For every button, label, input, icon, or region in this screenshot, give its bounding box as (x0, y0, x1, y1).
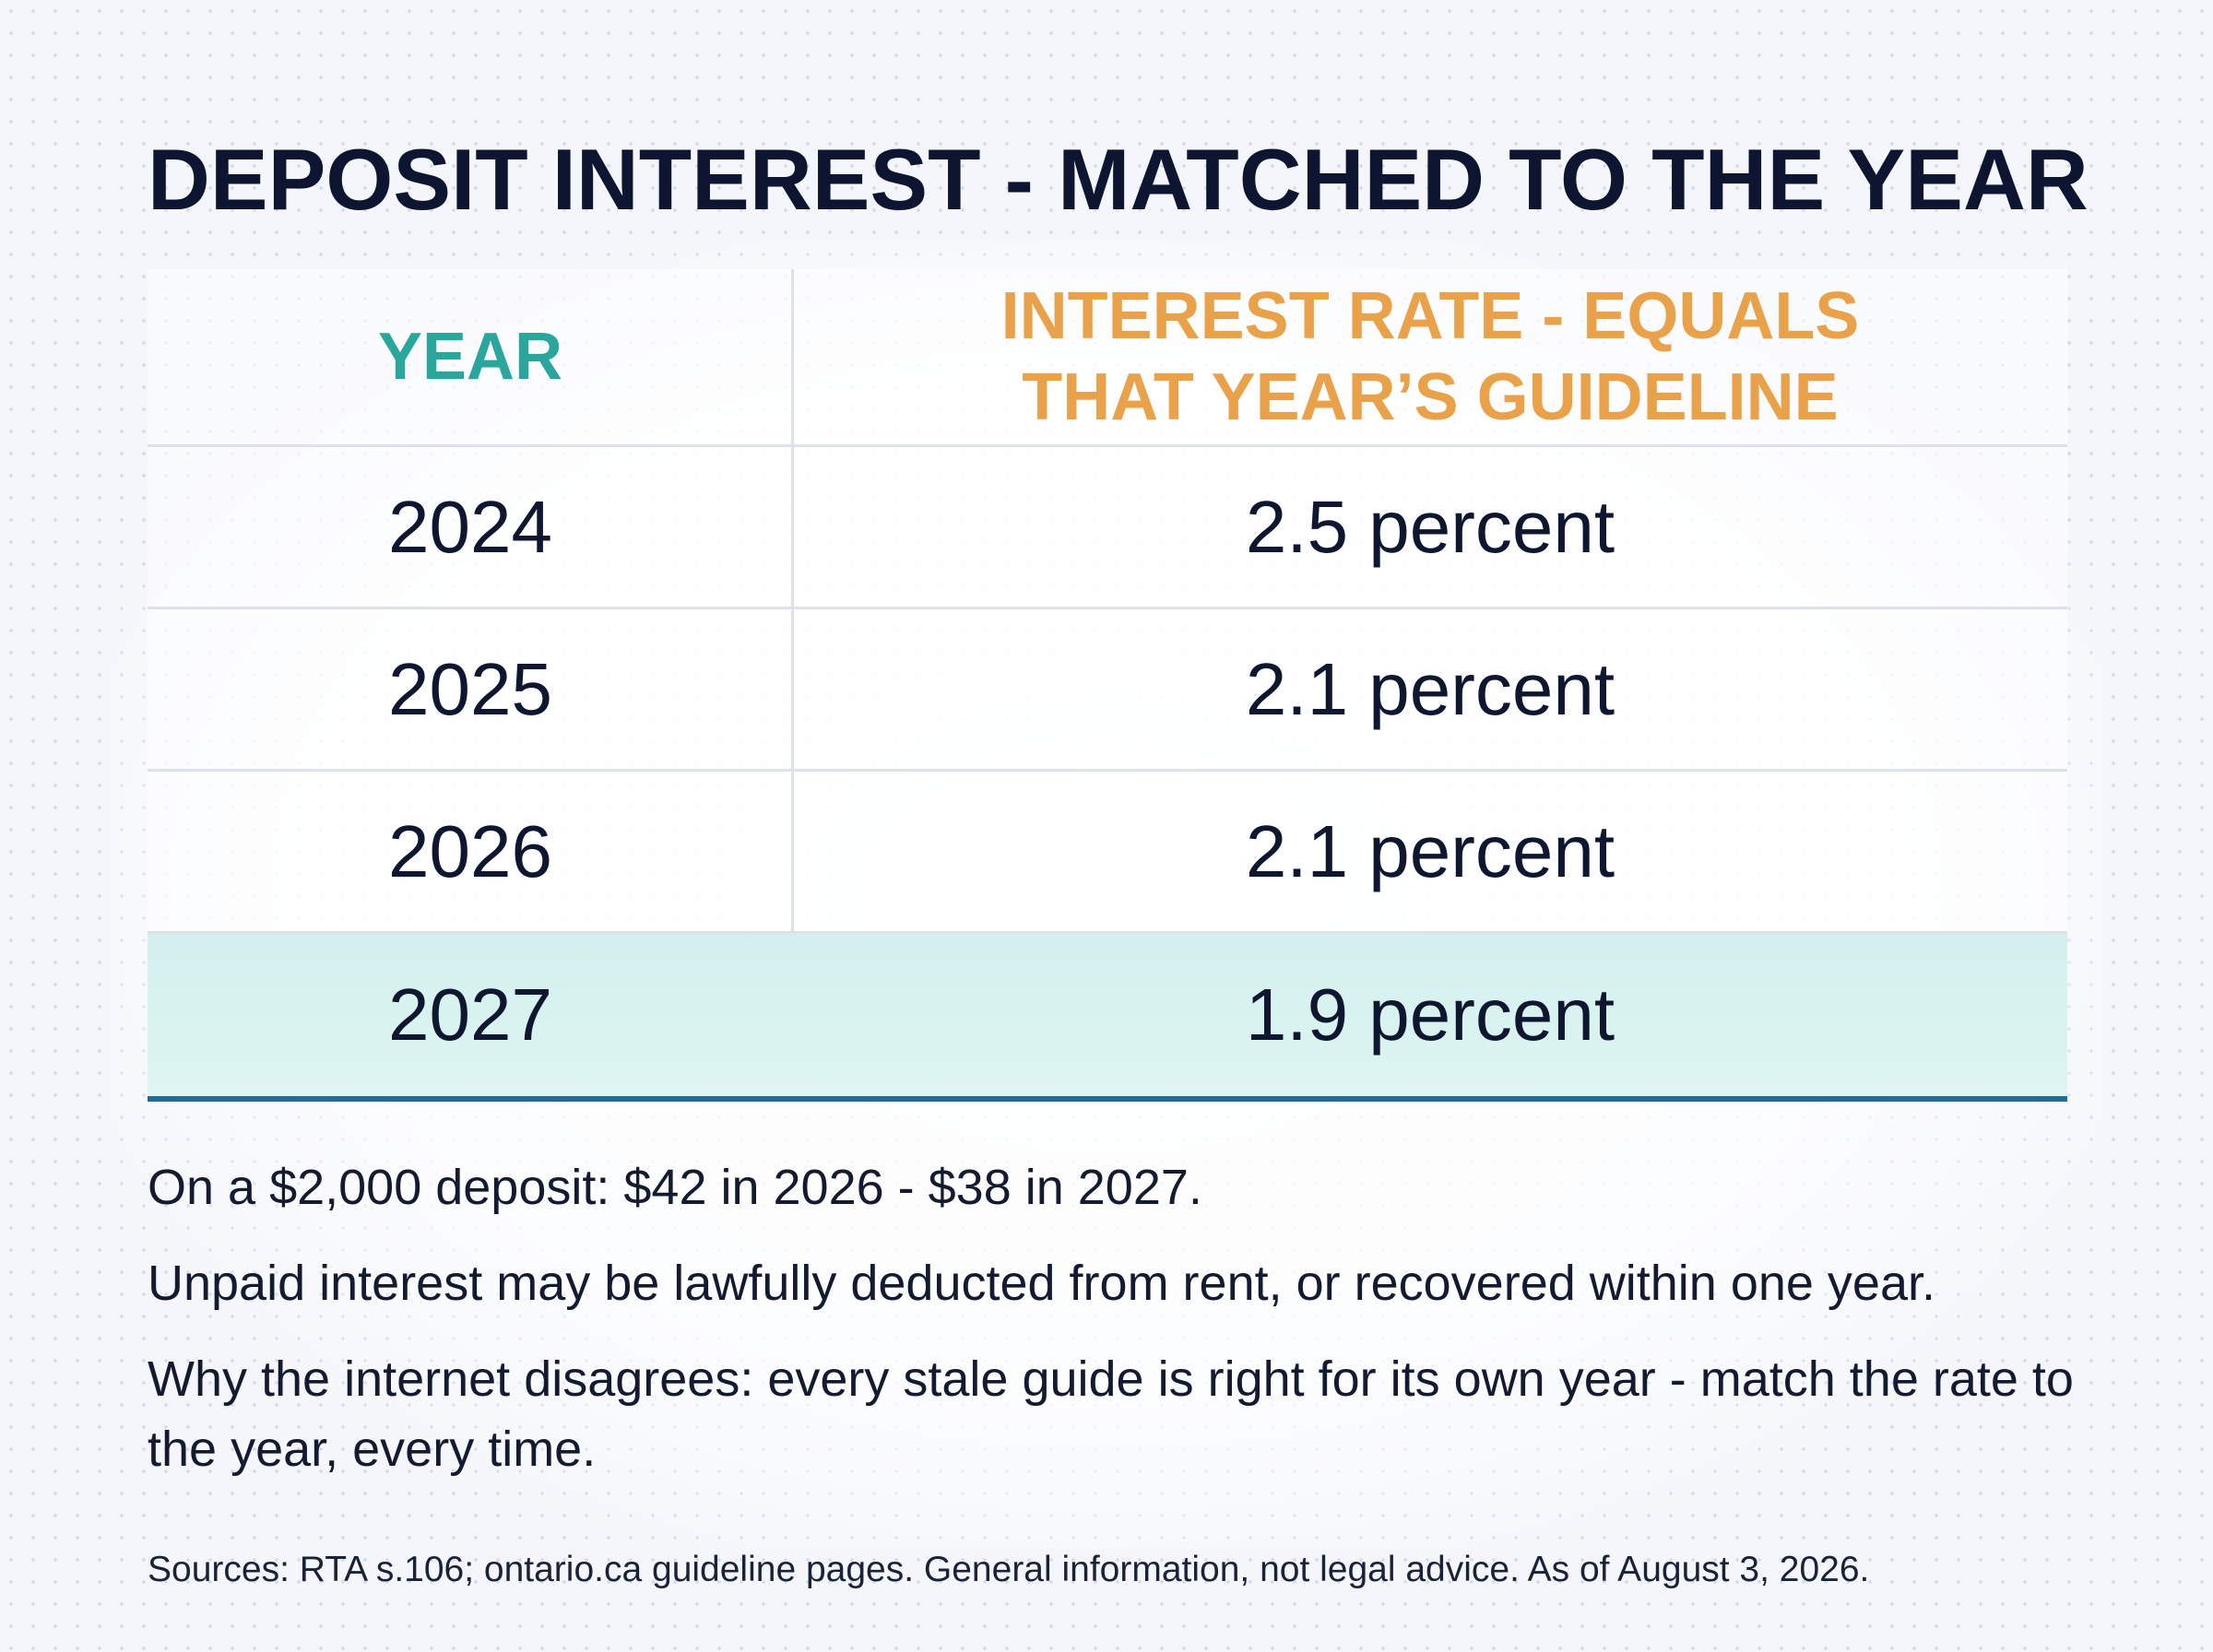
page-title: DEPOSIT INTEREST - MATCHED TO THE YEAR (148, 131, 2089, 228)
table-row: 2024 2.5 percent (148, 447, 2067, 609)
rate-column-header: INTEREST RATE - EQUALS THAT YEAR’S GUIDE… (793, 269, 2067, 444)
rate-cell: 2.5 percent (1245, 485, 1615, 568)
deposit-example-note: On a $2,000 deposit: $42 in 2026 - $38 i… (148, 1160, 1202, 1215)
rate-cell: 2.1 percent (1245, 647, 1615, 730)
year-column-header: YEAR (377, 320, 563, 394)
year-cell: 2025 (388, 647, 552, 730)
table-header: YEAR INTEREST RATE - EQUALS THAT YEAR’S … (148, 269, 2067, 447)
rate-header-line-2: THAT YEAR’S GUIDELINE (1022, 360, 1839, 434)
rate-cell: 2.1 percent (1245, 809, 1615, 892)
column-divider (791, 269, 794, 1099)
sources-footnote: Sources: RTA s.106; ontario.ca guideline… (148, 1550, 1870, 1589)
interest-table: YEAR INTEREST RATE - EQUALS THAT YEAR’S … (148, 269, 2067, 1102)
table-row-highlighted: 2027 1.9 percent (148, 934, 2067, 1102)
year-cell: 2026 (388, 809, 552, 892)
year-cell: 2024 (388, 485, 552, 568)
why-disagree-note: Why the internet disagrees: every stale … (148, 1351, 2074, 1477)
table-row: 2026 2.1 percent (148, 772, 2067, 934)
deduction-note: Unpaid interest may be lawfully deducted… (148, 1256, 1935, 1311)
rate-header-line-1: INTEREST RATE - EQUALS (1000, 279, 1860, 353)
rate-cell: 1.9 percent (1245, 974, 1615, 1056)
year-cell: 2027 (388, 974, 552, 1056)
table-row: 2025 2.1 percent (148, 609, 2067, 772)
